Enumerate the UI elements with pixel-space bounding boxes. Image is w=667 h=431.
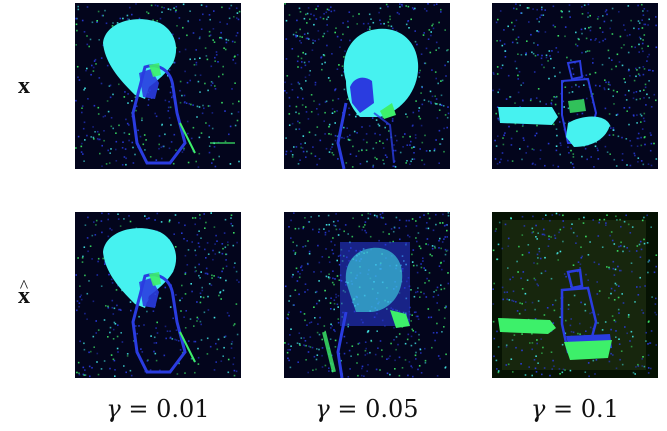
- panel-svg: [75, 3, 241, 169]
- image-x-gamma-0.1: [492, 3, 658, 169]
- gamma-value: 0.05: [365, 395, 418, 423]
- column-label-gamma-0.05: γ = 0.05: [284, 394, 450, 424]
- panel-svg: [492, 212, 658, 378]
- panel-svg: [492, 3, 658, 169]
- column-label-gamma-0.01: γ = 0.01: [75, 394, 241, 424]
- row-label-x-hat: x: [8, 284, 40, 308]
- row-label-x-hat-text: x: [18, 284, 30, 308]
- image-x-hat-gamma-0.01: [75, 212, 241, 378]
- image-x-gamma-0.05: [284, 3, 450, 169]
- equals-sign: =: [121, 395, 156, 423]
- panel-svg: [284, 3, 450, 169]
- image-x-hat-gamma-0.05: [284, 212, 450, 378]
- panel-svg: [284, 212, 450, 378]
- panel-svg: [75, 212, 241, 378]
- column-label-gamma-0.1: γ = 0.1: [492, 394, 658, 424]
- equals-sign: =: [330, 395, 365, 423]
- gamma-symbol: γ: [106, 395, 120, 423]
- equals-sign: =: [545, 395, 580, 423]
- image-x-hat-gamma-0.1: [492, 212, 658, 378]
- gamma-value: 0.1: [581, 395, 619, 423]
- image-x-gamma-0.01: [75, 3, 241, 169]
- row-label-x: x: [8, 74, 40, 98]
- gamma-value: 0.01: [156, 395, 209, 423]
- gamma-symbol: γ: [315, 395, 329, 423]
- gamma-symbol: γ: [531, 395, 545, 423]
